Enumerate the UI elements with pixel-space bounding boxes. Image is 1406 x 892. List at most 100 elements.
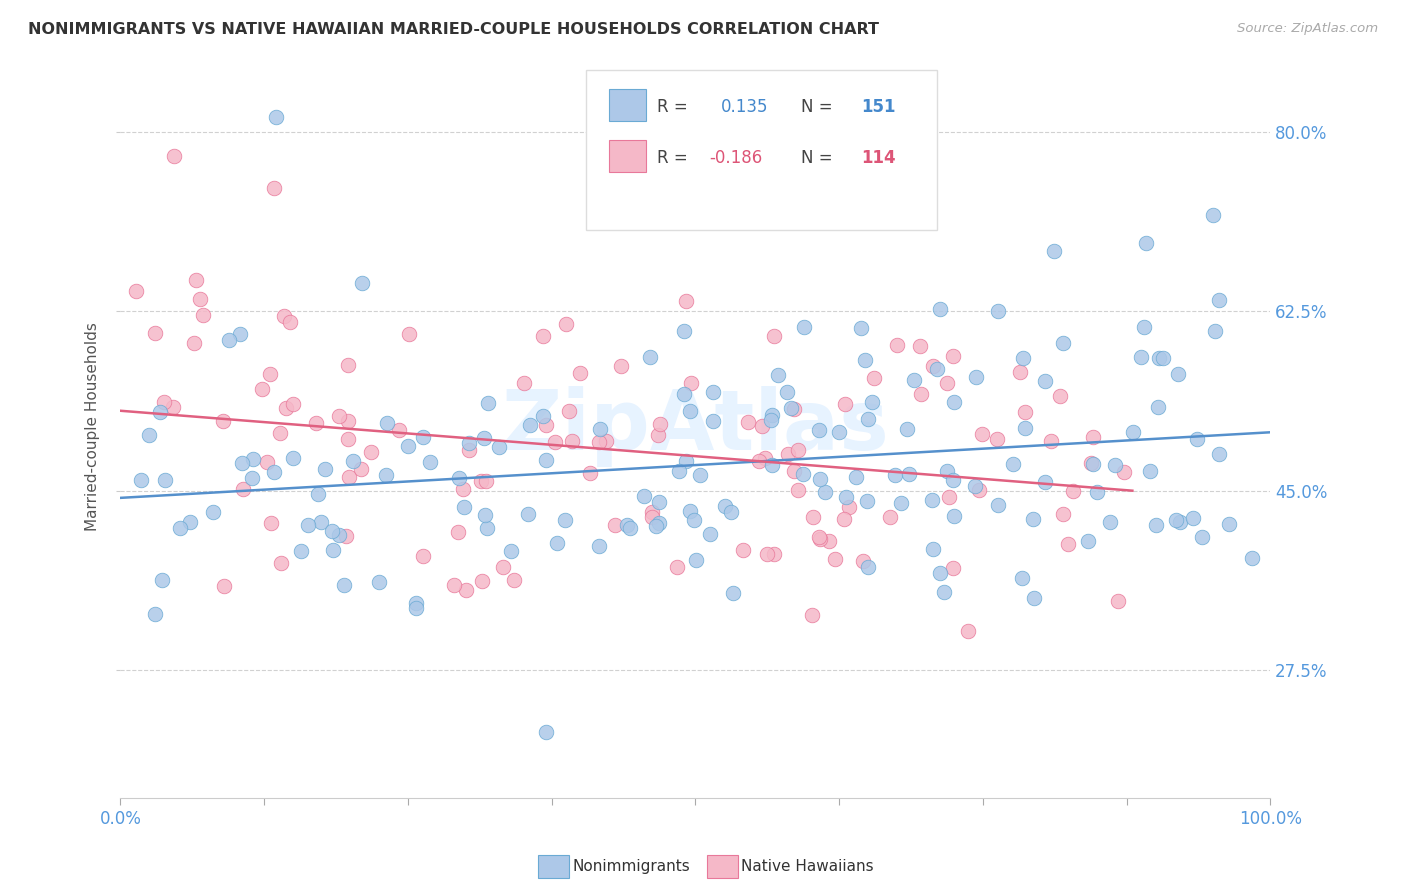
Point bbox=[921, 359, 943, 374]
Point bbox=[672, 324, 695, 338]
Point bbox=[702, 385, 724, 400]
Text: 114: 114 bbox=[860, 149, 896, 167]
Point bbox=[1167, 367, 1189, 381]
Text: -0.186: -0.186 bbox=[709, 149, 762, 167]
Point bbox=[405, 596, 427, 610]
Point bbox=[689, 468, 711, 483]
Point bbox=[502, 574, 524, 588]
Point bbox=[943, 508, 966, 523]
Point bbox=[761, 413, 783, 427]
Point bbox=[1098, 516, 1121, 530]
Point bbox=[179, 516, 201, 530]
FancyBboxPatch shape bbox=[586, 70, 936, 230]
Point bbox=[558, 404, 581, 418]
Point bbox=[1208, 293, 1230, 307]
Point bbox=[138, 428, 160, 442]
Point bbox=[250, 382, 273, 396]
Text: NONIMMIGRANTS VS NATIVE HAWAIIAN MARRIED-COUPLE HOUSEHOLDS CORRELATION CHART: NONIMMIGRANTS VS NATIVE HAWAIIAN MARRIED… bbox=[28, 22, 879, 37]
Point bbox=[1001, 458, 1024, 472]
Point bbox=[352, 276, 374, 290]
Point bbox=[125, 284, 148, 298]
Point bbox=[638, 350, 661, 364]
Point bbox=[1014, 405, 1036, 419]
Point bbox=[801, 509, 824, 524]
Point bbox=[702, 414, 724, 428]
Point bbox=[763, 547, 786, 561]
Point bbox=[443, 577, 465, 591]
Point bbox=[278, 315, 301, 329]
Text: N =: N = bbox=[801, 98, 838, 116]
Point bbox=[513, 376, 536, 390]
Point bbox=[419, 455, 441, 469]
Point bbox=[856, 560, 879, 574]
Point bbox=[720, 505, 742, 519]
Point bbox=[672, 387, 695, 401]
Point bbox=[1085, 485, 1108, 500]
Point bbox=[714, 499, 737, 513]
Point bbox=[491, 560, 513, 574]
Point bbox=[1122, 425, 1144, 440]
Point bbox=[396, 439, 419, 453]
Point bbox=[679, 504, 702, 518]
Point bbox=[890, 496, 912, 510]
Point bbox=[1147, 400, 1170, 414]
Point bbox=[683, 512, 706, 526]
Text: ZipAtlas: ZipAtlas bbox=[502, 386, 890, 467]
Point bbox=[1010, 365, 1032, 379]
Point bbox=[610, 359, 633, 374]
Point bbox=[845, 470, 868, 484]
Point bbox=[1204, 324, 1226, 338]
Point bbox=[184, 273, 207, 287]
Point bbox=[668, 464, 690, 478]
Point bbox=[314, 462, 336, 476]
Point bbox=[754, 451, 776, 466]
Point bbox=[1135, 236, 1157, 251]
Point bbox=[412, 549, 434, 564]
Point bbox=[801, 607, 824, 622]
Point bbox=[150, 573, 173, 587]
Point bbox=[555, 317, 578, 331]
Point bbox=[290, 544, 312, 558]
Point bbox=[832, 511, 855, 525]
Point bbox=[1182, 511, 1205, 525]
Point bbox=[1129, 351, 1152, 365]
Point bbox=[412, 429, 434, 443]
Point bbox=[342, 454, 364, 468]
Point bbox=[807, 423, 830, 437]
Point bbox=[263, 465, 285, 479]
Point bbox=[699, 526, 721, 541]
Point bbox=[834, 397, 856, 411]
Point bbox=[297, 518, 319, 533]
Text: R =: R = bbox=[658, 149, 693, 167]
Point bbox=[679, 376, 702, 390]
Point bbox=[270, 556, 292, 570]
Point bbox=[273, 309, 295, 323]
Point bbox=[675, 453, 697, 467]
Point bbox=[863, 371, 886, 385]
Point bbox=[163, 149, 186, 163]
Point bbox=[1139, 464, 1161, 478]
Point bbox=[1022, 512, 1045, 526]
Point bbox=[922, 542, 945, 557]
Point bbox=[925, 362, 948, 376]
Point bbox=[232, 483, 254, 497]
Point bbox=[375, 416, 398, 430]
Point bbox=[818, 534, 841, 549]
Point bbox=[967, 483, 990, 497]
Point bbox=[616, 518, 638, 533]
Point bbox=[191, 308, 214, 322]
Point bbox=[451, 482, 474, 496]
Y-axis label: Married-couple Households: Married-couple Households bbox=[86, 322, 100, 531]
Point bbox=[305, 416, 328, 430]
Point bbox=[188, 292, 211, 306]
Text: Source: ZipAtlas.com: Source: ZipAtlas.com bbox=[1237, 22, 1378, 36]
Point bbox=[336, 414, 359, 428]
Point bbox=[229, 326, 252, 341]
Point bbox=[499, 544, 522, 558]
Point bbox=[987, 499, 1010, 513]
Point bbox=[544, 434, 567, 449]
Point bbox=[561, 434, 583, 448]
Point bbox=[309, 515, 332, 529]
Point bbox=[589, 422, 612, 436]
Point bbox=[531, 329, 554, 343]
